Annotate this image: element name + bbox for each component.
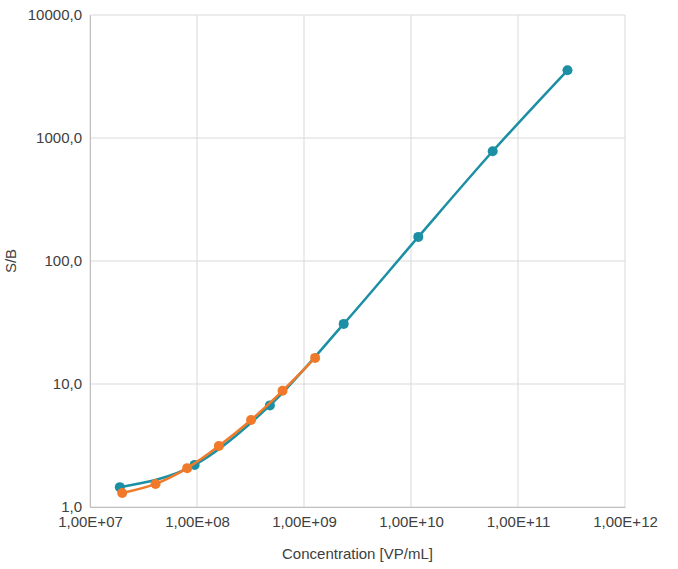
x-tick: 1,00E+12 — [593, 507, 658, 530]
x-axis-title: Concentration [VP/mL] — [282, 545, 433, 562]
y-grid-line — [90, 15, 625, 16]
marker — [182, 463, 192, 473]
y-tick-label: 1,0 — [61, 498, 82, 515]
x-tick: 1,00E+08 — [165, 507, 230, 530]
marker — [214, 441, 224, 451]
y-tick: 10,0 — [53, 375, 90, 392]
y-tick: 100,0 — [44, 252, 90, 269]
marker — [246, 415, 256, 425]
y-tick-label: 10,0 — [53, 375, 82, 392]
y-axis-line — [90, 16, 91, 508]
y-tick: 1,0 — [61, 498, 90, 515]
series — [117, 353, 320, 498]
x-tick: 1,00E+09 — [272, 507, 337, 530]
y-grid-line — [90, 261, 625, 262]
x-axis-line — [91, 507, 626, 508]
plot-area: 1,00E+071,00E+081,00E+091,00E+101,00E+11… — [28, 6, 658, 529]
x-tick: 1,00E+11 — [487, 507, 551, 530]
series-line — [122, 358, 315, 493]
series — [115, 65, 573, 492]
grid — [90, 15, 625, 507]
marker — [488, 146, 498, 156]
x-tick-label: 1,00E+11 — [487, 513, 551, 530]
chart: 1,00E+071,00E+081,00E+091,00E+101,00E+11… — [0, 0, 678, 569]
series-line — [120, 70, 568, 487]
y-tick-label: 1000,0 — [36, 129, 82, 146]
x-axis: 1,00E+071,00E+081,00E+091,00E+101,00E+11… — [58, 507, 658, 530]
x-grid-line — [90, 15, 91, 507]
marker — [117, 488, 127, 498]
x-tick: 1,00E+10 — [379, 507, 444, 530]
x-tick-label: 1,00E+09 — [272, 513, 337, 530]
x-tick-label: 1,00E+08 — [165, 513, 230, 530]
x-tick-label: 1,00E+12 — [593, 513, 658, 530]
y-tick: 10000,0 — [28, 6, 90, 23]
marker — [278, 386, 288, 396]
y-grid-line — [90, 507, 625, 508]
marks — [115, 65, 573, 498]
marker — [151, 479, 161, 489]
marker — [310, 353, 320, 363]
marker — [339, 319, 349, 329]
y-axis-title: S/B — [2, 249, 19, 273]
y-tick-label: 100,0 — [44, 252, 82, 269]
y-tick-label: 10000,0 — [28, 6, 82, 23]
x-tick-label: 1,00E+10 — [379, 513, 444, 530]
y-axis: 1,0 10,0 100,0 1000,0 10000,0 — [28, 6, 91, 515]
marker — [562, 65, 572, 75]
y-grid-line — [90, 384, 625, 385]
marker — [413, 232, 423, 242]
y-grid-line — [90, 138, 625, 139]
y-tick: 1000,0 — [36, 129, 90, 146]
